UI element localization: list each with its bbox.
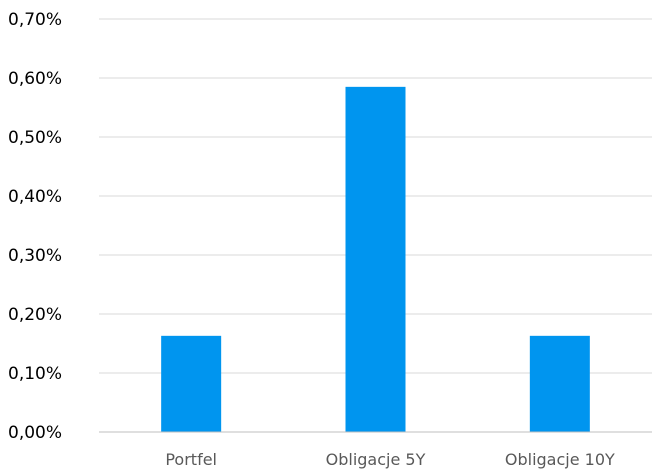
- bars: [161, 86, 590, 432]
- bar-obligacje-10y: [529, 335, 590, 432]
- y-tick-label: 0,20%: [8, 305, 62, 325]
- y-axis-tick-labels: 0,00% 0,10% 0,20% 0,30% 0,40% 0,50% 0,60% 0,70%: [8, 10, 62, 443]
- y-tick-label: 0,70%: [8, 10, 62, 30]
- y-tick-label: 0,30%: [8, 246, 62, 266]
- x-category-label: Portfel: [165, 450, 217, 469]
- y-tick-label: 0,10%: [8, 364, 62, 384]
- bar-obligacje-5y: [345, 86, 406, 432]
- bar-portfel: [161, 335, 222, 432]
- x-category-label: Obligacje 5Y: [326, 450, 426, 469]
- y-tick-label: 0,00%: [8, 423, 62, 443]
- x-axis-category-labels: Portfel Obligacje 5Y Obligacje 10Y: [165, 450, 615, 469]
- x-category-label: Obligacje 10Y: [505, 450, 615, 469]
- y-tick-label: 0,40%: [8, 187, 62, 207]
- y-tick-label: 0,60%: [8, 69, 62, 89]
- y-tick-label: 0,50%: [8, 128, 62, 148]
